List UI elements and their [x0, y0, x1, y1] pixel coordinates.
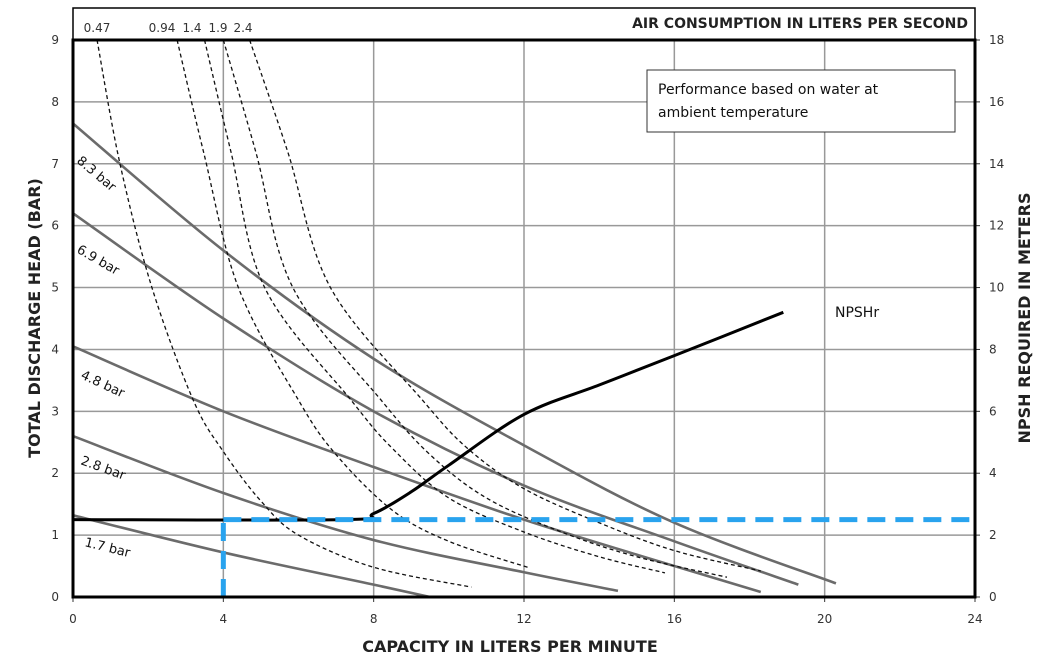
y-tick-label: 9 [51, 33, 59, 47]
annotation-line-1: Performance based on water at [658, 82, 879, 98]
pressure-curve-6-9-bar [72, 212, 799, 586]
x-tick-label: 16 [667, 612, 682, 626]
label-2-8-bar: 2.8 bar [79, 454, 128, 484]
annotation-box: Performance based on water at ambient te… [646, 69, 956, 133]
air-consumption-label: 2.4 [233, 21, 252, 35]
y2-axis-label: NPSH REQUIRED IN METERS [1015, 193, 1034, 444]
y-axis-label: TOTAL DISCHARGE HEAD (BAR) [25, 178, 44, 458]
y-tick-label: 8 [51, 95, 59, 109]
series [72, 39, 975, 599]
x-axis-label: CAPACITY IN LITERS PER MINUTE [362, 637, 658, 656]
plot-border [71, 38, 977, 599]
air-consumption-label: 0.94 [149, 21, 176, 35]
y2-tick-label: 2 [989, 528, 997, 542]
x-tick-label: 12 [516, 612, 531, 626]
y-tick-label: 2 [51, 466, 59, 480]
label-8-3-bar: 8.3 bar [73, 154, 119, 196]
air-curve-0-47 [96, 39, 472, 588]
y2-tick-label: 16 [989, 95, 1004, 109]
pressure-labels: 8.3 bar 6.9 bar 4.8 bar 2.8 bar 1.7 bar [73, 154, 132, 562]
air-curve-1-9 [222, 39, 728, 578]
y-tick-label: 5 [51, 281, 59, 295]
x-tick-label: 24 [967, 612, 982, 626]
y2-tick-label: 6 [989, 404, 997, 418]
pressure-curve-8-3-bar [72, 122, 837, 585]
x-tick-label: 20 [817, 612, 832, 626]
label-1-7-bar: 1.7 bar [83, 535, 132, 561]
x-tick-label: 8 [370, 612, 378, 626]
y2-tick-label: 18 [989, 33, 1004, 47]
y2-tick-label: 4 [989, 466, 997, 480]
plot-frame [71, 7, 977, 599]
air-consumption-label: 0.47 [84, 21, 111, 35]
y-tick-label: 6 [51, 219, 59, 233]
air-curve-0-94 [176, 39, 530, 569]
top-axis-label: AIR CONSUMPTION IN LITERS PER SECOND [632, 16, 968, 32]
y2-tick-label: 8 [989, 342, 997, 356]
npsh-label: NPSHr [835, 305, 879, 321]
air-curve-1-4 [203, 39, 666, 574]
air-consumption-label: 1.9 [208, 21, 227, 35]
label-6-9-bar: 6.9 bar [74, 242, 122, 279]
y2-tick-label: 12 [989, 219, 1004, 233]
x-tick-label: 0 [69, 612, 77, 626]
pressure-curve-2-8-bar [72, 434, 619, 593]
label-4-8-bar: 4.8 bar [78, 368, 127, 401]
y-tick-label: 7 [51, 157, 59, 171]
grid [72, 39, 980, 602]
x-tick-label: 4 [220, 612, 228, 626]
npsh-curve [72, 310, 784, 522]
y-tick-label: 1 [51, 528, 59, 542]
annotation-line-2: ambient temperature [658, 105, 808, 121]
y-tick-label: 0 [51, 590, 59, 604]
y2-tick-label: 10 [989, 281, 1004, 295]
pressure-curve-1-7-bar [72, 514, 431, 599]
tick-labels: 0 4 8 12 16 20 2401234567890246810121416180.47… [51, 21, 1004, 626]
top-axis-band [72, 7, 976, 40]
y-tick-label: 3 [51, 404, 59, 418]
y2-tick-label: 0 [989, 590, 997, 604]
y-tick-label: 4 [51, 342, 59, 356]
y2-tick-label: 14 [989, 157, 1004, 171]
air-consumption-label: 1.4 [182, 21, 201, 35]
pressure-curve-4-8-bar [72, 345, 762, 594]
